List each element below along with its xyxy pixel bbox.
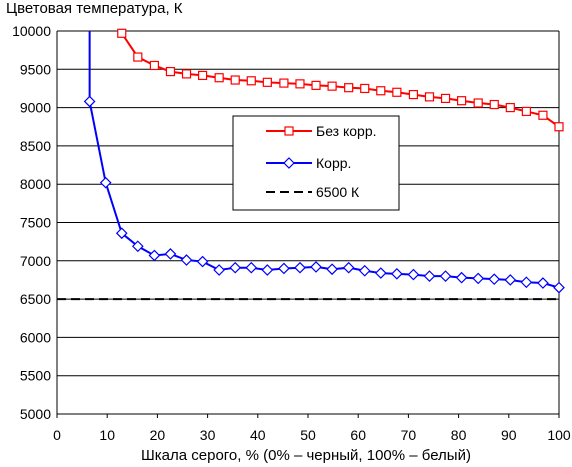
legend-label: 6500 К — [316, 184, 360, 200]
data-point — [83, 95, 96, 108]
legend-marker — [283, 157, 295, 169]
data-point — [311, 80, 321, 90]
legend-label: Корр. — [316, 155, 351, 171]
data-point — [99, 176, 112, 189]
data-point — [214, 73, 224, 83]
series-diamond — [83, 31, 565, 294]
x-tick-label: 100 — [547, 427, 571, 443]
data-point — [262, 77, 272, 87]
y-tick-label: 5500 — [20, 368, 51, 384]
data-point — [537, 277, 549, 289]
series-square — [117, 28, 564, 132]
data-point — [196, 255, 209, 268]
series-layer — [57, 28, 565, 301]
data-point — [342, 261, 355, 274]
data-point — [279, 78, 289, 88]
data-point — [131, 240, 144, 253]
axes — [56, 31, 560, 418]
y-tick-label: 9000 — [20, 100, 51, 116]
tick-labels: 5000 5500 6000 6500 7000 7500 8000 8500 9000 9500… — [12, 23, 571, 443]
x-tick-label: 40 — [250, 427, 266, 443]
data-point — [294, 261, 306, 274]
legend-marker — [284, 126, 294, 136]
data-point — [538, 110, 548, 120]
data-point — [181, 69, 192, 79]
data-point — [553, 281, 565, 294]
x-tick-label: 20 — [150, 427, 166, 443]
y-tick-label: 9500 — [20, 61, 51, 77]
data-point — [165, 66, 176, 77]
x-axis-label: Шкала серого, % (0% – черный, 100% – бел… — [141, 447, 471, 464]
data-point — [180, 254, 193, 266]
legend-label: Без корр. — [316, 123, 377, 139]
legend-box — [232, 115, 400, 211]
data-point — [488, 273, 501, 286]
legend: Без корр. Корр. 6500 К — [232, 115, 400, 211]
data-point — [457, 96, 467, 106]
data-point — [164, 248, 177, 260]
data-point — [115, 227, 128, 240]
x-tick-label: 90 — [501, 427, 517, 443]
data-point — [424, 92, 435, 102]
data-point — [554, 122, 564, 132]
data-point — [148, 249, 161, 262]
y-tick-label: 7500 — [20, 215, 51, 231]
data-point — [423, 270, 436, 282]
data-point — [197, 70, 208, 81]
x-tick-label: 30 — [200, 427, 216, 443]
data-point — [455, 271, 468, 284]
data-point — [344, 83, 354, 93]
data-point — [310, 261, 322, 273]
y-tick-label: 7000 — [20, 253, 51, 269]
data-point — [360, 83, 370, 94]
x-tick-label: 10 — [99, 427, 115, 443]
y-tick-label: 6000 — [20, 329, 51, 345]
data-point — [407, 268, 420, 281]
data-point — [295, 79, 305, 89]
data-point — [489, 99, 499, 110]
data-point — [133, 52, 143, 62]
data-point — [246, 76, 256, 86]
data-point — [117, 28, 127, 38]
x-tick-label: 70 — [401, 427, 417, 443]
data-point — [376, 86, 386, 96]
data-point — [374, 267, 387, 279]
x-tick-label: 50 — [300, 427, 316, 443]
data-point — [473, 98, 483, 108]
y-tick-label: 8500 — [20, 138, 51, 154]
data-point — [245, 261, 258, 274]
y-tick-label: 6500 — [20, 291, 51, 307]
y-tick-label: 10000 — [12, 23, 51, 39]
data-point — [408, 89, 419, 100]
data-point — [505, 102, 515, 113]
data-point — [230, 75, 240, 85]
data-point — [229, 261, 242, 274]
data-point — [327, 81, 337, 91]
data-point — [521, 106, 531, 117]
data-point — [392, 87, 402, 97]
data-point — [261, 264, 274, 276]
data-point — [472, 272, 485, 285]
y-tick-label: 5000 — [20, 406, 51, 422]
y-tick-label: 8000 — [20, 176, 51, 192]
data-point — [149, 60, 159, 71]
x-tick-label: 80 — [451, 427, 467, 443]
data-point — [213, 264, 225, 276]
data-point — [440, 93, 451, 104]
data-point — [520, 276, 533, 289]
data-point — [439, 270, 452, 282]
data-point — [326, 263, 338, 276]
data-point — [391, 267, 403, 280]
data-point — [504, 274, 517, 286]
data-point — [278, 262, 290, 275]
data-point — [358, 264, 371, 277]
x-tick-label: 60 — [350, 427, 366, 443]
x-tick-label: 0 — [53, 427, 61, 443]
y-axis-label: Цветовая температура, К — [6, 0, 183, 17]
